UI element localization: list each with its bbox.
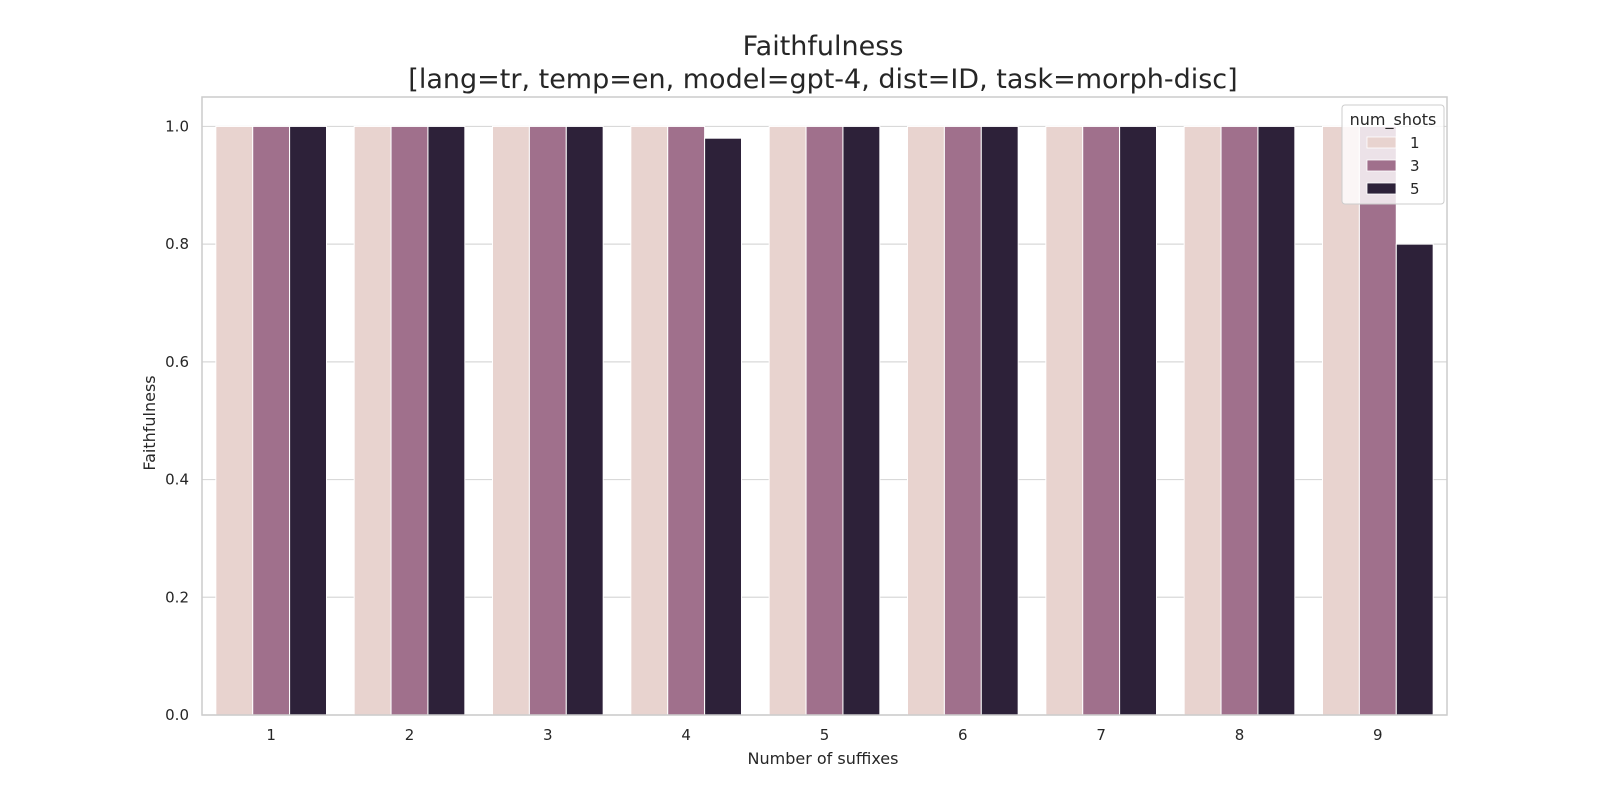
bar-suffix-2-shots-5 bbox=[427, 125, 466, 716]
y-tick-label: 0.2 bbox=[165, 588, 189, 606]
bar-suffix-5-shots-5 bbox=[842, 125, 881, 716]
bar-suffix-8-shots-5 bbox=[1257, 125, 1296, 716]
bar-suffix-9-shots-3 bbox=[1358, 125, 1397, 716]
bar-suffix-8-shots-3 bbox=[1220, 125, 1259, 716]
legend-box bbox=[1341, 104, 1445, 205]
bar-suffix-3-shots-5 bbox=[565, 125, 604, 716]
legend-swatch-3 bbox=[1366, 159, 1397, 172]
bar-suffix-5-shots-1 bbox=[768, 125, 807, 716]
bar-suffix-9-shots-1 bbox=[1322, 125, 1360, 716]
y-axis-label: Faithfulness bbox=[140, 375, 159, 470]
x-tick-label: 2 bbox=[405, 726, 415, 744]
plot-frame bbox=[201, 96, 1448, 716]
bar-suffix-4-shots-3 bbox=[667, 125, 706, 716]
bar-suffix-6-shots-3 bbox=[943, 125, 982, 716]
legend-label-3: 3 bbox=[1410, 157, 1420, 175]
y-tick-label: 0.4 bbox=[165, 471, 189, 489]
y-tick-label: 1.0 bbox=[165, 117, 189, 135]
chart-subtitle: [lang=tr, temp=en, model=gpt-4, dist=ID,… bbox=[408, 64, 1237, 95]
x-axis-label: Number of suffixes bbox=[748, 749, 899, 768]
chart-title: Faithfulness bbox=[743, 31, 904, 62]
x-tick-label: 8 bbox=[1235, 726, 1245, 744]
bar-suffix-3-shots-1 bbox=[492, 125, 530, 716]
bar-suffix-2-shots-1 bbox=[353, 125, 392, 716]
y-tick-labels: 0.0 0.2 0.4 0.6 0.8 1.0 bbox=[165, 117, 189, 724]
bar-suffix-9-shots-5 bbox=[1395, 243, 1434, 716]
legend-title: num_shots bbox=[1350, 110, 1437, 130]
x-tick-label: 4 bbox=[681, 726, 691, 744]
x-tick-label: 7 bbox=[1096, 726, 1106, 744]
bar-suffix-1-shots-1 bbox=[215, 125, 254, 716]
legend-label-1: 1 bbox=[1410, 134, 1420, 152]
bar-suffix-5-shots-3 bbox=[805, 125, 844, 716]
legend-label-5: 5 bbox=[1410, 180, 1420, 198]
y-tick-label: 0.6 bbox=[165, 353, 189, 371]
bar-suffix-3-shots-3 bbox=[528, 125, 567, 716]
bar-suffix-4-shots-5 bbox=[704, 137, 742, 716]
legend-swatch-5 bbox=[1366, 182, 1397, 195]
x-tick-label: 3 bbox=[543, 726, 553, 744]
bar-suffix-2-shots-3 bbox=[390, 125, 429, 716]
bar-suffix-7-shots-1 bbox=[1045, 125, 1084, 716]
legend-swatch-1 bbox=[1366, 136, 1397, 149]
x-tick-label: 9 bbox=[1373, 726, 1383, 744]
bars bbox=[215, 125, 1434, 716]
bar-suffix-1-shots-3 bbox=[252, 125, 291, 716]
y-tick-label: 0.8 bbox=[165, 235, 189, 253]
x-tick-label: 1 bbox=[266, 726, 276, 744]
y-tick-label: 0.0 bbox=[165, 706, 189, 724]
x-tick-label: 5 bbox=[820, 726, 830, 744]
legend: num_shots 1 3 5 bbox=[1341, 104, 1445, 205]
x-tick-label: 6 bbox=[958, 726, 968, 744]
x-tick-labels: 1 2 3 4 5 6 7 8 9 bbox=[266, 726, 1382, 744]
bar-suffix-7-shots-5 bbox=[1119, 125, 1157, 716]
bar-suffix-1-shots-5 bbox=[289, 125, 328, 716]
bar-suffix-6-shots-1 bbox=[907, 125, 945, 716]
bar-suffix-7-shots-3 bbox=[1082, 125, 1121, 716]
bar-suffix-4-shots-1 bbox=[630, 125, 669, 716]
bar-suffix-8-shots-1 bbox=[1183, 125, 1222, 716]
bar-suffix-6-shots-5 bbox=[980, 125, 1019, 716]
legend-items: 1 3 5 bbox=[1366, 134, 1420, 198]
